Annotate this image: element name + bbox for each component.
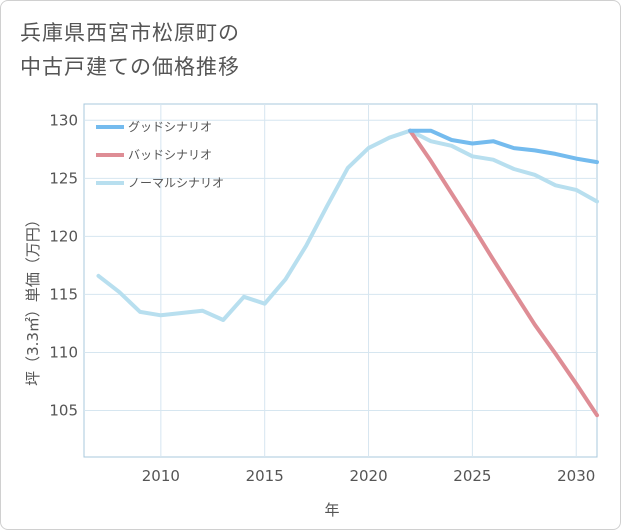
x-tick-label-2020: 2020 — [349, 467, 387, 485]
x-tick-label-2010: 2010 — [142, 467, 180, 485]
x-tick-label-2025: 2025 — [453, 467, 491, 485]
plot-area — [83, 103, 598, 458]
x-tick-label-2015: 2015 — [246, 467, 284, 485]
y-tick-label-105: 105 — [49, 402, 78, 420]
x-axis-ticks: 2010 2015 2020 2025 2030 — [142, 467, 596, 485]
chart-title-line2: 中古戸建ての価格推移 — [20, 55, 240, 79]
y-tick-label-115: 115 — [49, 285, 78, 303]
x-axis-label: 年 — [324, 501, 339, 519]
chart-title: 兵庫県西宮市松原町の 中古戸建ての価格推移 — [20, 16, 240, 84]
chart-title-line1: 兵庫県西宮市松原町の — [20, 21, 240, 45]
y-tick-label-130: 130 — [49, 111, 78, 129]
y-axis-ticks: 105 110 115 120 125 130 — [49, 111, 78, 419]
y-axis-label: 坪（3.3㎡）単価（万円） — [24, 212, 42, 386]
y-tick-label-110: 110 — [49, 343, 78, 361]
series-line-good — [408, 128, 599, 165]
y-tick-label-125: 125 — [49, 169, 78, 187]
series-line-bad — [408, 128, 599, 418]
legend-label-normal: ノーマルシナリオ — [128, 176, 224, 190]
y-tick-label-120: 120 — [49, 227, 78, 245]
legend-label-bad: バッドシナリオ — [128, 148, 212, 162]
series-lines — [96, 128, 599, 418]
series-line-normal — [96, 128, 599, 322]
grid-lines — [84, 104, 597, 457]
legend-label-good: グッドシナリオ — [128, 120, 212, 134]
x-tick-label-2030: 2030 — [557, 467, 595, 485]
